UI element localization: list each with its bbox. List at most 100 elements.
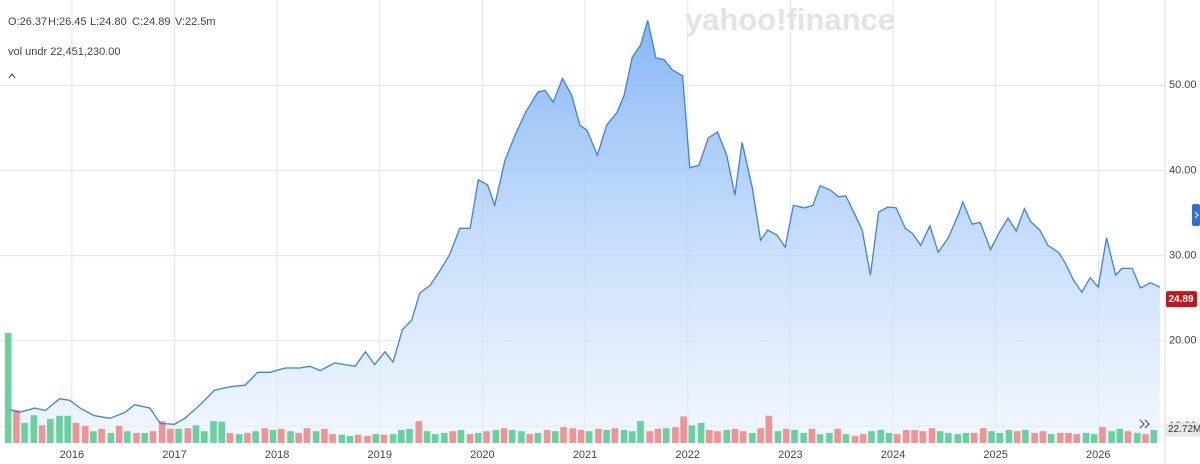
volume-bar bbox=[30, 415, 38, 443]
close: C:24.89 bbox=[132, 16, 171, 28]
volume-bar bbox=[115, 425, 123, 443]
volume-bar bbox=[1099, 427, 1106, 443]
x-tick-label: 2023 bbox=[778, 449, 802, 461]
volume-bar bbox=[90, 431, 97, 443]
volume-bar bbox=[919, 431, 927, 443]
volume-bar bbox=[431, 434, 439, 443]
volume-bar bbox=[620, 430, 628, 443]
volume-bar bbox=[406, 428, 413, 443]
volume-bar bbox=[954, 434, 961, 443]
volume-bar bbox=[149, 431, 157, 443]
volume-bar bbox=[595, 428, 602, 443]
volume-badge bbox=[1166, 422, 1200, 437]
open: O:26.37 bbox=[8, 16, 47, 28]
volume: V:22.5m bbox=[175, 16, 216, 28]
volume-bar bbox=[466, 434, 474, 443]
volume-bar bbox=[585, 431, 593, 443]
volume-bar bbox=[569, 428, 576, 443]
volume-bar bbox=[47, 418, 54, 443]
volume-bar bbox=[970, 433, 978, 443]
volume-bar bbox=[1090, 434, 1098, 443]
volume-bar bbox=[936, 431, 944, 443]
volume-bar bbox=[13, 409, 20, 443]
volume-bar bbox=[714, 431, 721, 443]
volume-bar bbox=[629, 431, 636, 443]
volume-bar bbox=[303, 428, 311, 443]
volume-bar bbox=[1065, 433, 1072, 443]
x-tick-label: 2024 bbox=[881, 449, 905, 461]
volume-bar bbox=[603, 430, 610, 443]
area-fill bbox=[10, 20, 1160, 444]
side-panel-tab[interactable] bbox=[1192, 204, 1200, 226]
x-tick-label: 2020 bbox=[470, 449, 494, 461]
volume-bar bbox=[389, 434, 397, 443]
volume-bar bbox=[235, 434, 243, 443]
volume-bar bbox=[739, 431, 747, 443]
y-tick-label: 20.00 bbox=[1169, 335, 1197, 347]
volume-bar bbox=[56, 415, 63, 443]
volume-bar bbox=[646, 431, 653, 443]
volume-bar bbox=[500, 428, 508, 443]
volume-bar bbox=[1031, 433, 1038, 443]
x-tick-label: 2022 bbox=[675, 449, 699, 461]
volume-bar bbox=[1150, 430, 1157, 443]
volume-bar bbox=[800, 433, 807, 443]
volume-bar bbox=[252, 431, 259, 443]
side-panel-arrow[interactable] bbox=[1194, 211, 1199, 219]
volume-bar bbox=[141, 433, 148, 443]
volume-bar bbox=[662, 428, 670, 443]
volume-bar bbox=[688, 425, 696, 443]
volume-bar bbox=[577, 430, 585, 443]
volume-bar bbox=[295, 433, 302, 443]
volume-bar bbox=[218, 421, 225, 443]
volume-bar bbox=[1022, 430, 1029, 443]
volume-bar bbox=[269, 430, 277, 443]
x-tick-label: 2025 bbox=[983, 449, 1007, 461]
y-tick-label: 30.00 bbox=[1169, 249, 1197, 261]
volume-bar bbox=[312, 431, 320, 443]
volume-bar bbox=[1142, 434, 1149, 443]
scroll-button[interactable] bbox=[1139, 419, 1150, 429]
volume-bar bbox=[64, 415, 71, 443]
volume-bar bbox=[988, 431, 995, 443]
volume-bar bbox=[508, 430, 516, 443]
volume-bar bbox=[346, 435, 354, 443]
volume-bar bbox=[1082, 433, 1090, 443]
volume-bar bbox=[996, 433, 1003, 443]
volume-bar bbox=[834, 428, 841, 443]
volume-bar bbox=[492, 430, 500, 443]
volume-bar bbox=[534, 433, 542, 443]
volume-bar bbox=[1013, 431, 1021, 443]
volume-bar bbox=[277, 428, 285, 443]
volume-bar bbox=[398, 430, 405, 443]
volume-bar bbox=[611, 428, 619, 443]
volume-bar bbox=[226, 433, 234, 443]
volume-bar bbox=[4, 333, 12, 443]
volume-bar bbox=[816, 434, 824, 443]
collapse-icon[interactable] bbox=[8, 73, 16, 79]
y-tick-label: 50.00 bbox=[1169, 79, 1197, 91]
volume-bar bbox=[885, 433, 893, 443]
volume-bar bbox=[475, 433, 482, 443]
volume-bar bbox=[893, 434, 901, 443]
scroll-icon[interactable] bbox=[1139, 419, 1150, 429]
x-tick-label: 2026 bbox=[1086, 449, 1110, 461]
volume-bar bbox=[441, 433, 448, 443]
volume-bar bbox=[380, 434, 388, 443]
volume-bar bbox=[107, 433, 115, 443]
volume-bar bbox=[962, 433, 970, 443]
volume-bar bbox=[372, 434, 379, 443]
x-tick-label: 2017 bbox=[162, 449, 186, 461]
volume-bar bbox=[826, 433, 833, 443]
volume-bar bbox=[1124, 431, 1132, 443]
volume-bar bbox=[167, 428, 174, 443]
volume-bar bbox=[415, 421, 423, 443]
volume-bar bbox=[483, 431, 490, 443]
ohlc-readout: O:26.37 H:26.45 L:24.80 C:24.89 V:22.5m … bbox=[8, 16, 216, 79]
volume-bar bbox=[329, 434, 336, 443]
volume-bar bbox=[98, 428, 105, 443]
volume-indicator: vol undr 22,451,230.00 bbox=[8, 46, 121, 58]
volume-bar bbox=[457, 430, 465, 443]
volume-bar bbox=[911, 430, 918, 443]
volume-bar bbox=[749, 433, 756, 443]
